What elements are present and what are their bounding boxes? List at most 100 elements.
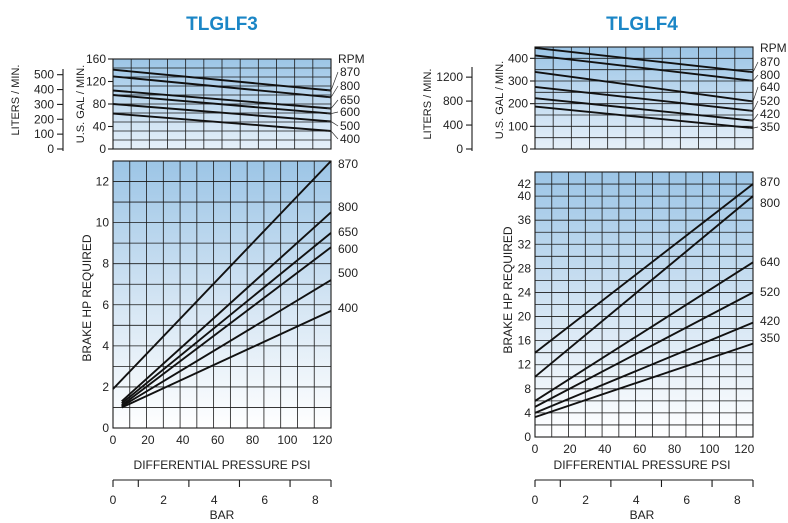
power-rpm-label: 500 [338,266,358,280]
power-x-tick-label: 0 [532,442,539,456]
flow-rpm-leader [749,126,759,129]
power-x-tick-label: 0 [110,433,117,447]
liters-axis-label: LITERS / MIN. [10,65,22,136]
flow-curve-800 [112,75,332,99]
power-curve-650 [121,232,332,405]
bar-tick-label: 4 [211,493,218,507]
rpm-header: RPM [338,52,365,66]
power-y-tick-label: 12 [518,358,532,372]
bar-tick-label: 0 [110,493,117,507]
chart-title: TLGLF4 [606,14,678,35]
power-x-tick-label: 20 [563,442,577,456]
liters-tick-label: 0 [456,142,463,156]
power-curve-640 [534,261,754,402]
liters-axis-ticks: 0 400 800 1200 [436,70,472,156]
chart-title: TLGLF3 [186,14,258,35]
power-rpm-label: 640 [760,255,780,269]
power-grid [113,161,331,428]
power-grid [535,172,753,437]
flow-rpm-leader [749,86,759,102]
power-rpm-labels: 870 800 640 520 420 350 [760,175,780,345]
power-rpm-label: 520 [760,285,780,299]
flow-rpm-label: 640 [760,80,780,94]
power-rpm-label: 800 [760,196,780,210]
liters-tick-label: 400 [34,83,54,97]
power-rpm-label: 600 [338,242,358,256]
power-y-axis-label: BRAKE HP REQUIRED [501,226,515,353]
power-y-tick-label: 0 [524,430,531,444]
bar-axis-ticks: 0 2 4 6 8 [110,480,332,507]
power-curve-600 [121,246,332,407]
power-curve-870 [112,160,332,390]
liters-tick-label: 100 [34,127,54,141]
liters-axis-label: LITERS / MIN. [422,69,434,140]
power-y-tick-label: 32 [518,237,532,251]
power-x-axis-label: DIFFERENTIAL PRESSURE PSI [554,458,731,472]
power-y-tick-label: 4 [524,406,531,420]
flow-rpm-leader [749,74,759,82]
power-curve-870 [534,183,754,354]
flow-rpm-leader [327,85,339,98]
bar-tick-label: 8 [312,493,319,507]
flow-y-tick-label: 200 [508,97,528,111]
power-rpm-label: 870 [760,175,780,189]
bar-axis-ticks: 0 2 4 6 8 [532,480,754,507]
flow-curves [534,46,754,130]
flow-rpm-label: 520 [760,94,780,108]
power-y-tick-label: 16 [518,334,532,348]
power-y-ticks: 0 2 4 6 8 10 12 [96,175,110,435]
flow-plot-frame [534,46,754,150]
liters-tick-label: 0 [47,142,54,156]
power-y-tick-label: 36 [518,213,532,227]
flow-y-tick-label: 160 [86,52,106,66]
power-x-tick-label: 40 [598,442,612,456]
flow-curve-350 [534,105,754,130]
flow-rpm-label: 400 [340,132,360,146]
power-rpm-label: 650 [338,225,358,239]
power-rpm-label: 800 [338,200,358,214]
bar-tick-label: 2 [582,493,589,507]
power-curve-350 [534,342,754,419]
power-x-tick-label: 100 [277,433,297,447]
power-y-tick-label: 6 [102,298,109,312]
power-x-tick-label: 120 [312,433,332,447]
power-y-tick-label: 24 [518,285,532,299]
flow-y-tick-label: 80 [93,97,107,111]
power-y-axis-label: BRAKE HP REQUIRED [80,234,94,361]
power-y-tick-label: 20 [518,310,532,324]
power-y-tick-label: 8 [524,382,531,396]
liters-tick-label: 500 [34,68,54,82]
power-x-ticks: 0 20 40 60 80 100 120 [532,442,755,456]
power-x-tick-label: 80 [246,433,260,447]
power-curve-800 [121,211,332,403]
flow-curve-870 [112,68,332,92]
power-curve-400 [121,310,332,409]
power-x-tick-label: 80 [668,442,682,456]
power-x-tick-label: 60 [211,433,225,447]
bar-tick-label: 8 [734,493,741,507]
power-x-axis-label: DIFFERENTIAL PRESSURE PSI [134,458,311,472]
flow-y-tick-label: 0 [521,142,528,156]
liters-tick-label: 800 [443,94,463,108]
power-rpm-label: 400 [338,301,358,315]
liters-tick-label: 300 [34,97,54,111]
power-curves [534,183,754,419]
flow-y-ticks: 0 100 200 300 400 [508,51,535,156]
power-rpm-labels: 870 800 650 600 500 400 [338,157,358,315]
flow-rpm-label: 600 [340,105,360,119]
flow-rpm-label: 350 [760,120,780,134]
flow-y-ticks: 0 40 80 120 160 [86,52,113,156]
power-y-tick-label: 40 [518,189,532,203]
bar-axis-label: BAR [630,508,655,522]
power-curve-800 [534,195,754,378]
power-plot-frame [534,171,754,438]
flow-rpm-leader [749,61,759,73]
flow-rpm-leader [749,100,759,112]
flow-curve-800 [534,54,754,82]
